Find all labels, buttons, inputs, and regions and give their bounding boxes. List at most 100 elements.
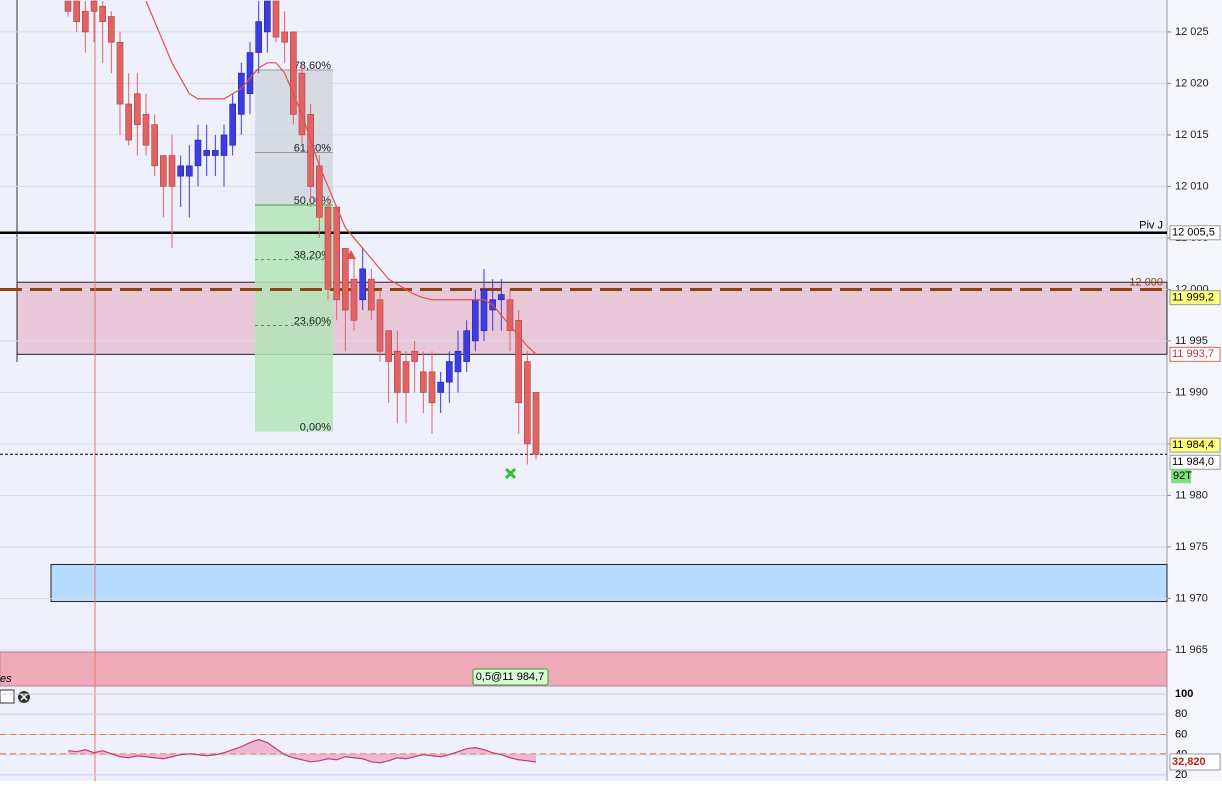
candle-body [116,41,124,105]
candle-body [73,0,80,22]
y-tick-label: 12 025 [1175,26,1209,38]
osc-last-label: 32,820 [1172,756,1206,768]
y-tick-label: 11 975 [1175,541,1208,553]
order-marker [504,467,517,480]
zone [0,651,1168,687]
candle-body [108,16,115,43]
candle-body [281,31,288,43]
candle-body [342,247,349,311]
candle-body [376,299,384,352]
zone [16,281,1168,355]
fib-label: 50,00% [294,195,332,207]
candle-body [316,165,323,218]
candle-body [506,299,514,331]
candle-body [480,289,488,331]
price-tag [1169,437,1221,453]
axis-bg [1167,0,1222,781]
zone [50,563,1168,603]
candle-body [359,268,366,301]
candle-body [229,103,236,146]
candle-body [264,0,271,33]
candle-body [168,155,176,187]
candle-body [385,330,392,362]
candle-body [333,206,340,301]
osc-line [67,738,537,764]
candle-body [160,155,167,187]
close-icon [20,693,28,701]
candle-body [194,139,202,167]
candle-body [298,72,306,136]
osc-tick-label: 80 [1175,708,1187,720]
moving-average [145,0,537,355]
price-tag-label: 11 984,4 [1172,439,1214,451]
osc-area [68,739,536,763]
candle-body [524,361,531,445]
fib-label: 78,60% [294,60,332,72]
y-tick-label: 11 990 [1175,386,1208,398]
candle-body [532,392,540,455]
level-label: 12 000 [1129,276,1163,288]
candle-body [125,103,132,141]
signal-arrow [346,250,356,259]
osc-tick-label: 100 [1175,688,1193,700]
candle-body [238,72,245,115]
osc-tick-label: 60 [1175,728,1187,740]
candle-body [272,0,280,38]
y-tick-label: 12 010 [1175,180,1209,192]
candle-body [324,206,332,290]
candle-body [290,31,297,115]
candle-body [472,299,479,342]
y-tick-label: 11 995 [1175,335,1208,347]
price-tag-label: 11 993,7 [1172,348,1214,360]
candle-body [142,114,150,146]
candle-body [394,350,401,393]
osc-tick-label: 20 [1175,769,1187,781]
price-tag-label: 11 999,2 [1172,292,1214,304]
candle-body [428,371,436,404]
price-tag [1169,290,1221,306]
level-label: Piv J [1139,220,1163,232]
candle-body [220,134,228,156]
fib-label: 0,00% [300,421,331,433]
order-label-bg [472,668,549,686]
osc-bg [0,686,1167,781]
candle-body [446,361,453,383]
panel-label: es [0,673,12,685]
candle-body [82,11,89,33]
candle-body [420,371,427,393]
fib-label: 38,20% [294,249,332,261]
y-tick-label: 11 980 [1175,489,1208,501]
price-tag [1169,454,1221,470]
candle-body [186,165,193,177]
y-tick-label: 12 015 [1175,129,1209,141]
candle-body [177,165,184,177]
order-label: 0,5@11 984,7 [476,671,544,683]
candle-body [411,350,418,362]
y-tick-label: 12 020 [1175,77,1209,89]
candle-body [498,294,505,301]
candle-body [463,330,470,362]
candle-body [151,124,158,167]
candle-body [99,5,106,22]
background-layer [0,31,1168,687]
candle-body [203,150,210,156]
candle-body [402,361,410,393]
candle-body [437,381,444,393]
price-tag [1169,346,1221,362]
fib-label: 23,60% [294,315,332,327]
osc-last-tag [1169,753,1221,771]
fib-lower [255,204,333,432]
main-layer: 78,60%61,80%50,00%38,20%23,60%0,00%Piv J… [0,0,1167,465]
candle-body [255,21,262,53]
tag-92t: 92T [1173,470,1192,482]
price-tag-label: 11 984,0 [1172,456,1214,468]
candle-body [90,0,98,12]
candle-body [515,320,522,404]
price-tag [1169,225,1221,241]
tag-92t-bg [1171,469,1191,484]
candle-body [134,93,141,125]
window-button[interactable] [0,689,15,704]
y-tick-label: 11 970 [1175,592,1208,604]
